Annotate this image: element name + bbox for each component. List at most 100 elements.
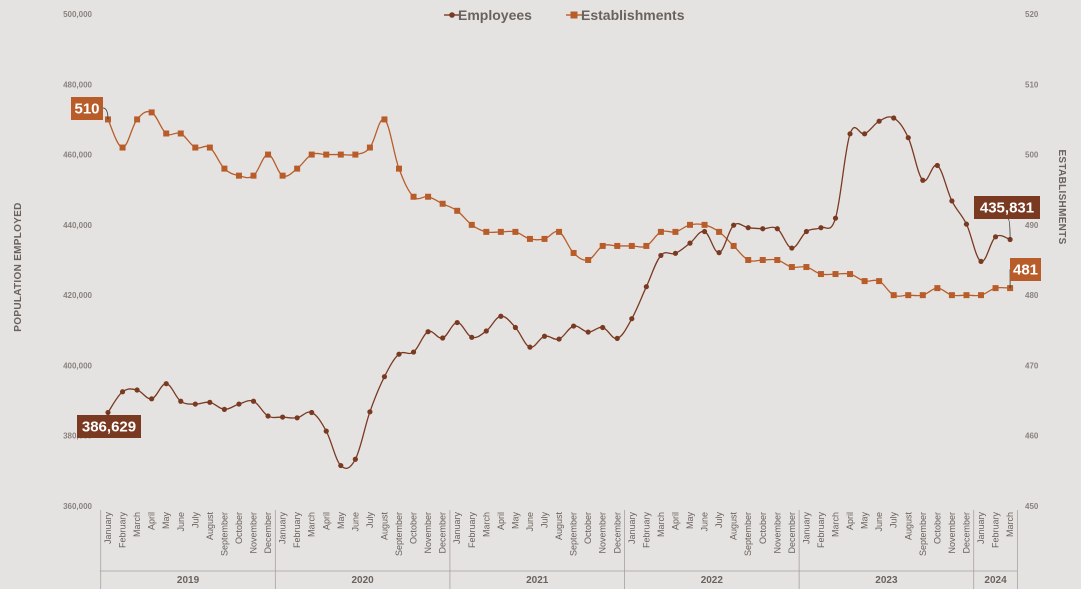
right-tick-label: 480 [1025, 291, 1039, 300]
month-label: November [249, 512, 259, 554]
employees-line [107, 116, 1011, 470]
establishments-point [294, 165, 301, 172]
employees-point [381, 374, 388, 380]
month-label: November [947, 512, 957, 554]
establishments-point [847, 271, 854, 278]
left-axis-title: POPULATION EMPLOYED [13, 202, 24, 331]
employees-point [963, 221, 970, 227]
right-tick-label: 510 [1025, 80, 1039, 89]
month-label: August [205, 512, 215, 541]
establishments-first-callout-leader [102, 107, 109, 120]
establishments-point [323, 151, 330, 158]
employees-point [920, 177, 926, 183]
establishments-point [657, 228, 664, 235]
month-label: February [292, 512, 302, 549]
employees-point [731, 222, 737, 228]
year-label: 2024 [984, 575, 1007, 586]
month-label: July [365, 512, 375, 529]
month-label: January [278, 512, 288, 545]
employees-point [571, 323, 577, 329]
employees-point [832, 215, 839, 221]
employees-point [163, 381, 169, 387]
establishments-point [978, 292, 984, 299]
employees-point [774, 226, 780, 232]
year-label: 2020 [352, 575, 375, 586]
month-label: April [845, 512, 855, 530]
month-label: August [554, 512, 564, 541]
month-label: January [627, 512, 637, 545]
establishments-point [614, 242, 621, 249]
legend-establishments-label: Establishments [581, 7, 685, 23]
employees-point [294, 415, 300, 421]
establishments-point [730, 242, 737, 249]
employees-point [905, 135, 911, 141]
establishments-point [876, 278, 883, 285]
establishments-point [279, 172, 286, 179]
right-tick-label: 470 [1025, 361, 1039, 370]
month-label: June [350, 512, 360, 532]
establishments-line [107, 110, 1011, 297]
establishments-point [337, 151, 344, 158]
establishments-point [425, 193, 432, 200]
establishments-point [308, 151, 315, 158]
establishments-point [992, 285, 999, 292]
left-tick-label: 400,000 [63, 361, 92, 370]
employees-point [934, 162, 940, 169]
establishments-point [643, 242, 650, 249]
establishments-point [963, 292, 970, 299]
month-label: April [496, 512, 506, 530]
right-axis-ticks: 450 460 470 480 490 500 510 520 [1025, 10, 1039, 511]
month-label: December [787, 512, 797, 554]
establishments-point [439, 200, 446, 207]
employees-point [178, 398, 184, 404]
establishments-point [352, 151, 359, 158]
right-tick-label: 490 [1025, 221, 1039, 230]
employees-point [236, 401, 242, 407]
establishments-point [817, 271, 824, 278]
month-label: December [961, 512, 971, 554]
right-tick-label: 450 [1025, 502, 1039, 511]
employees-point [149, 396, 155, 402]
employees-point [745, 225, 751, 231]
left-tick-label: 440,000 [63, 221, 92, 230]
employees-last-callout-label: 435,831 [980, 200, 1034, 217]
month-label: August [729, 512, 739, 541]
employees-point [469, 334, 475, 340]
month-label: September [918, 512, 928, 556]
employees-first-callout-label: 386,629 [82, 419, 136, 436]
employees-point [614, 335, 620, 341]
establishments-point [134, 116, 141, 123]
employees-point [862, 131, 868, 137]
employees-point [483, 328, 489, 334]
employees-point [323, 428, 329, 434]
employees-point [876, 118, 882, 124]
establishments-point [890, 292, 897, 299]
month-label: September [569, 512, 579, 556]
month-label: May [685, 512, 695, 530]
callouts: 510 386,629 435,831 481 [71, 97, 1041, 438]
month-label: August [379, 512, 389, 541]
establishments-point [410, 193, 417, 200]
establishments-point [177, 130, 184, 137]
employees-point [498, 313, 504, 319]
establishments-point [221, 165, 228, 172]
establishments-point [483, 228, 490, 235]
employees-point [352, 456, 358, 462]
establishments-last-callout-label: 481 [1013, 262, 1038, 279]
year-label: 2019 [177, 575, 200, 586]
employees-point [556, 336, 562, 342]
month-label: April [670, 512, 680, 530]
month-label: September [394, 512, 404, 556]
month-label: March [481, 512, 491, 537]
month-label: January [976, 512, 986, 545]
establishments-point [235, 172, 242, 179]
employees-point [672, 250, 679, 256]
employees-point [250, 398, 257, 404]
establishments-point [832, 271, 839, 278]
establishments-point [512, 228, 519, 235]
month-label: October [758, 512, 768, 544]
establishments-point [919, 292, 926, 299]
month-label: March [307, 512, 317, 537]
year-label: 2022 [701, 575, 724, 586]
